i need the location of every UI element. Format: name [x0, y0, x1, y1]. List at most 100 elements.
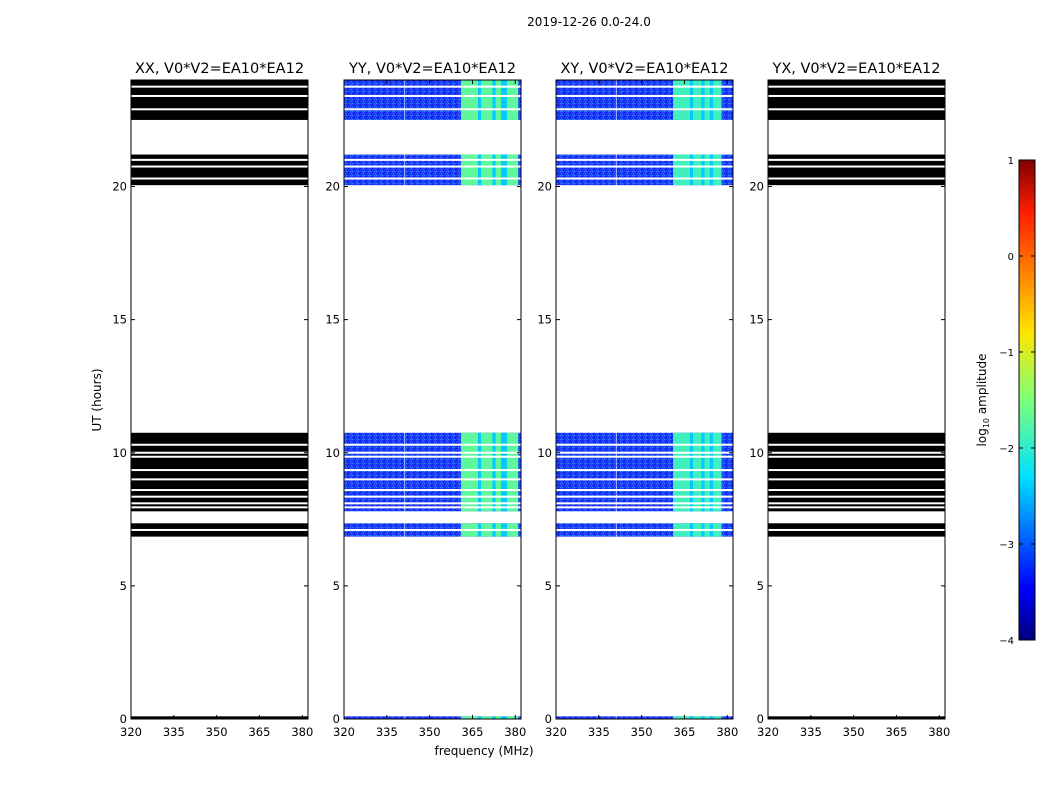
panel-content: [556, 80, 733, 719]
gap-line: [344, 506, 521, 509]
bright-band: [704, 154, 711, 186]
bright-gap: [690, 80, 694, 120]
panel-content: [344, 80, 521, 719]
bright-gap: [501, 154, 507, 186]
gap-line: [556, 108, 733, 111]
panel-title: YY, V0*V2=EA10*EA12: [348, 61, 516, 77]
y-tick-label: 15: [537, 313, 552, 327]
panel-xx: XX, V0*V2=EA10*EA12 320 335 350 365 380 0 5 10 15…: [112, 61, 313, 739]
y-tick-label: 10: [112, 446, 127, 460]
x-tick-label: 350: [419, 725, 441, 739]
data-band: [556, 716, 733, 719]
bright-gap: [710, 80, 714, 120]
bright-gap: [492, 154, 496, 186]
gap-line: [556, 469, 733, 472]
gap-line: [768, 177, 945, 180]
gap-line: [768, 158, 945, 161]
y-tick-label: 20: [537, 180, 552, 194]
colorbar-label-subscript: 10: [982, 418, 991, 428]
bright-gap: [690, 154, 694, 186]
gap-line: [768, 506, 945, 509]
gap-line: [768, 495, 945, 498]
panel-frame: [343, 79, 522, 720]
y-tick-label: 5: [545, 579, 552, 593]
gap-line: [556, 506, 733, 509]
colorbar-label: log10 amplitude: [975, 354, 991, 447]
y-tick-label: 5: [757, 579, 764, 593]
gap-line: [768, 165, 945, 168]
gap-line: [768, 489, 945, 492]
bright-gap: [501, 80, 507, 120]
y-tick-label: 5: [120, 579, 127, 593]
y-tick-label: 5: [333, 579, 340, 593]
gap-line: [344, 455, 521, 458]
bright-band: [506, 716, 519, 719]
y-tick-label: 0: [757, 712, 764, 726]
bright-band: [481, 432, 493, 512]
y-tick-label: 10: [537, 446, 552, 460]
panel-title: XY, V0*V2=EA10*EA12: [560, 61, 728, 77]
x-tick-label: 380: [291, 725, 313, 739]
colorbar-tick-label: −2: [999, 444, 1014, 455]
bright-gap: [478, 716, 482, 719]
colorbar-tick-label: −1: [999, 348, 1014, 359]
gap-line: [131, 158, 308, 161]
data-band: [768, 432, 945, 512]
bright-band: [481, 154, 493, 186]
gap-line: [344, 158, 521, 161]
bright-gap: [492, 716, 496, 719]
gap-line: [344, 495, 521, 498]
gap-line: [344, 94, 521, 97]
gap-line: [131, 495, 308, 498]
panel-frame: [555, 79, 734, 720]
bright-band: [673, 716, 691, 719]
data-band: [131, 716, 308, 719]
y-axis-label: UT (hours): [90, 368, 104, 431]
panel-frame: [130, 79, 309, 720]
gap-line: [344, 443, 521, 446]
y-tick-label: 20: [325, 180, 340, 194]
bright-band: [693, 716, 702, 719]
panel-content: [131, 80, 308, 719]
gap-line: [556, 528, 733, 531]
bright-band: [693, 432, 702, 512]
x-tick-label: 350: [206, 725, 228, 739]
gap-line: [556, 478, 733, 481]
bright-band: [481, 80, 493, 120]
x-tick-label: 350: [843, 725, 865, 739]
bright-gap: [492, 80, 496, 120]
panel-yx: YX, V0*V2=EA10*EA12 320 335 350 365 380 0 5 10 15…: [749, 61, 950, 739]
gap-line: [344, 165, 521, 168]
gap-line: [556, 94, 733, 97]
x-tick-label: 320: [333, 725, 355, 739]
colorbar-gradient: [1018, 159, 1036, 641]
bright-band: [495, 432, 502, 512]
gap-line: [131, 455, 308, 458]
bright-gap: [710, 154, 714, 186]
y-tick-label: 15: [325, 313, 340, 327]
bright-gap: [478, 432, 482, 512]
gap-line: [131, 443, 308, 446]
colorbar-label-suffix: amplitude: [975, 354, 989, 418]
gap-line: [131, 165, 308, 168]
bright-band: [693, 154, 702, 186]
bright-gap: [501, 716, 507, 719]
gap-line: [344, 502, 521, 505]
gap-line: [131, 108, 308, 111]
bright-band: [713, 80, 722, 120]
gap-line: [131, 451, 308, 454]
gap-line: [768, 443, 945, 446]
x-tick-label: 365: [248, 725, 270, 739]
gap-line: [556, 443, 733, 446]
rfi-line: [403, 80, 405, 719]
gap-line: [344, 528, 521, 531]
gap-line: [344, 85, 521, 88]
gap-line: [131, 85, 308, 88]
panel-frame: [767, 79, 946, 720]
bright-band: [506, 154, 519, 186]
x-tick-label: 320: [545, 725, 567, 739]
gap-line: [768, 455, 945, 458]
gap-line: [344, 177, 521, 180]
